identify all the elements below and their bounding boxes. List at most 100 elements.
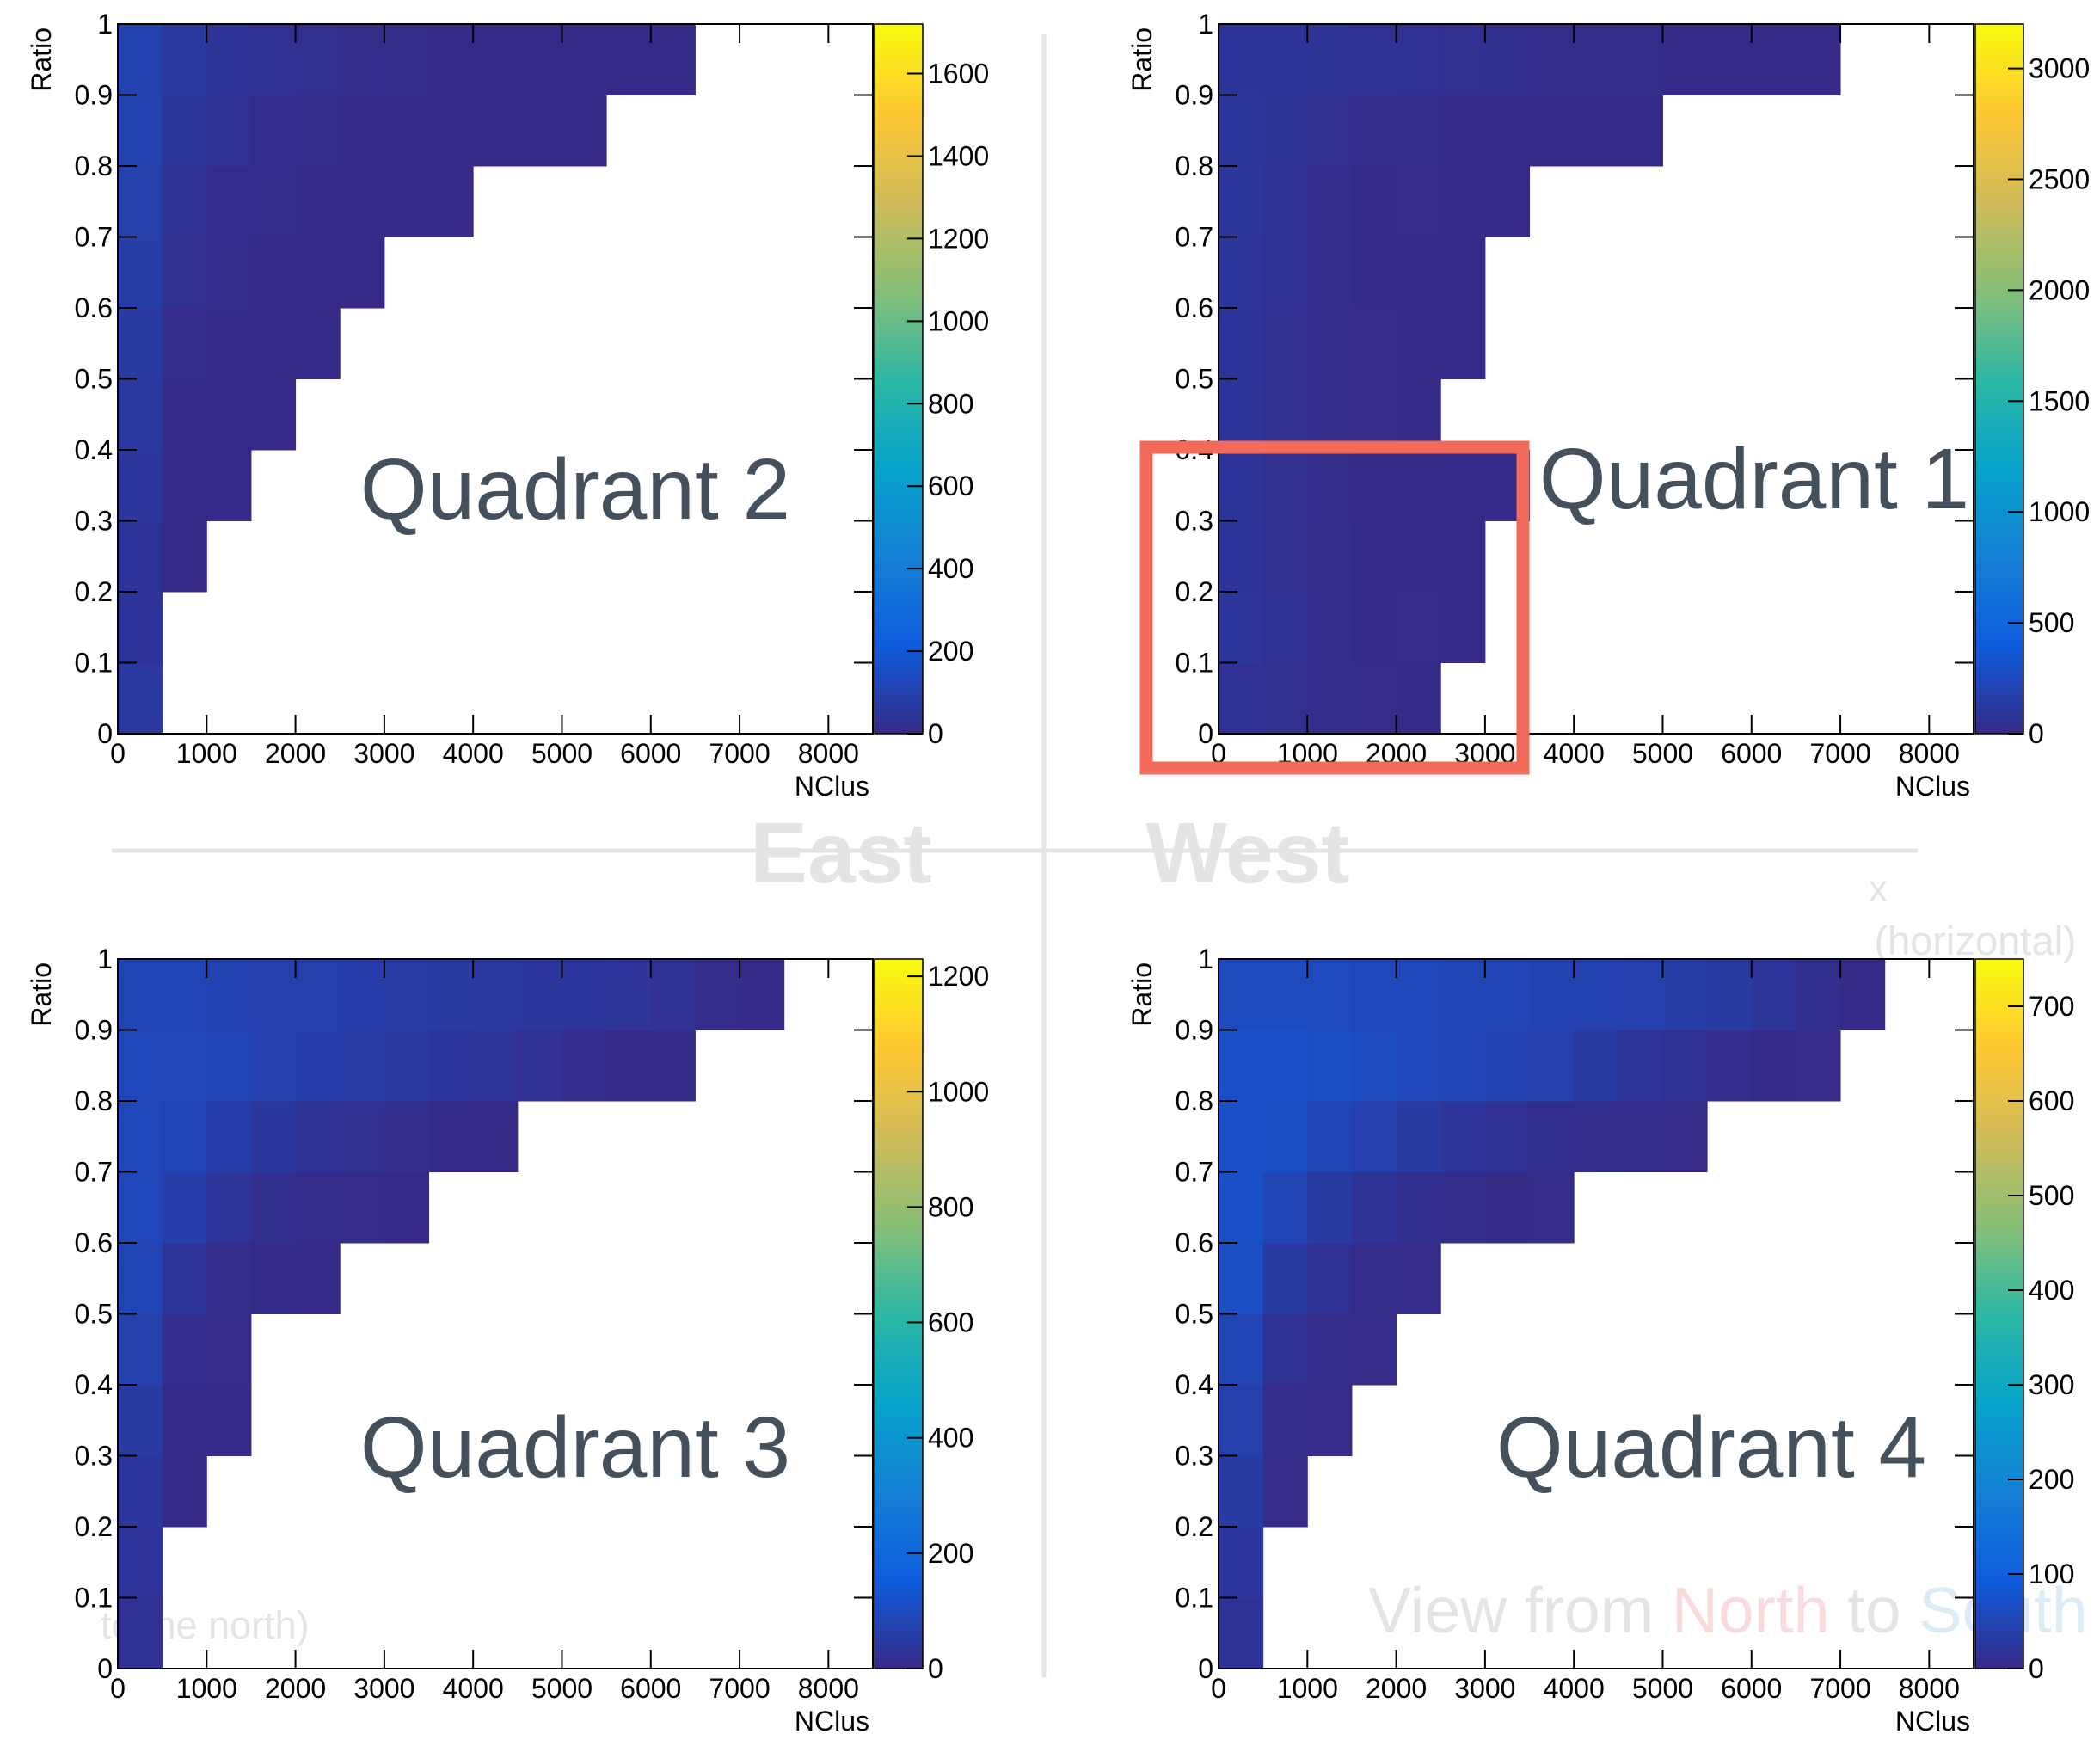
heatmap-cell <box>340 1101 385 1172</box>
colorbar-tick-label: 100 <box>2029 1559 2074 1589</box>
heatmap-cell <box>384 959 430 1030</box>
heatmap-cell <box>1307 95 1353 167</box>
y-tick-label: 0.2 <box>75 576 113 607</box>
y-tick-label: 0.3 <box>75 506 113 537</box>
heatmap-cell <box>206 378 252 451</box>
bg-label: North <box>1672 1574 1829 1646</box>
heatmap-cell <box>1484 959 1531 1030</box>
heatmap-cell <box>295 1171 341 1244</box>
heatmap-cell <box>1618 24 1663 95</box>
y-tick-label: 0.7 <box>75 1157 113 1188</box>
y-tick-label: 0.4 <box>75 434 113 465</box>
y-tick-label: 1 <box>97 9 113 40</box>
quadrant-label: Quadrant 4 <box>1496 1399 1926 1496</box>
heatmap-cell <box>118 378 163 451</box>
heatmap-cell <box>1707 1030 1753 1102</box>
heatmap-cell <box>1351 166 1397 237</box>
heatmap-cell <box>1219 1527 1264 1598</box>
heatmap-cell <box>1796 1030 1841 1102</box>
heatmap-cell <box>162 450 207 521</box>
colorbar-tick-label: 200 <box>2029 1464 2074 1495</box>
heatmap-cell <box>1219 592 1264 663</box>
heatmap-cell <box>118 1385 163 1456</box>
heatmap-cell <box>1219 1597 1264 1669</box>
quadrant-label: Quadrant 2 <box>360 441 790 538</box>
heatmap-cell <box>206 95 252 167</box>
x-tick-label: 8000 <box>798 738 859 769</box>
heatmap-cell <box>1307 592 1353 663</box>
panel: 0 1000 2000 3000 4000 5000 6000 7000 800000.10.2… <box>1127 944 2074 1737</box>
colorbar-tick-label: 2500 <box>2029 163 2090 194</box>
heatmap-cell <box>428 166 474 237</box>
x-tick-label: 8000 <box>798 1673 859 1704</box>
heatmap-cell <box>384 1171 430 1244</box>
x-tick-label: 1000 <box>176 1673 237 1704</box>
y-tick-label: 0.6 <box>75 1227 113 1258</box>
heatmap-cell <box>1396 166 1441 237</box>
heatmap-cell <box>162 166 207 237</box>
colorbar-tick-label: 600 <box>928 470 973 501</box>
heatmap-cell <box>1219 1385 1264 1456</box>
y-tick-label: 0.1 <box>75 648 113 679</box>
heatmap-cell <box>428 1030 474 1102</box>
heatmap-cell <box>1219 95 1264 167</box>
heatmap-cell <box>1529 1171 1575 1244</box>
heatmap-cell <box>1262 166 1308 237</box>
y-tick-label: 0.8 <box>1176 1085 1213 1116</box>
y-tick-label: 1 <box>1198 9 1213 40</box>
heatmap-cell <box>1396 592 1441 663</box>
heatmap-cell <box>1662 1030 1708 1102</box>
heatmap-cell <box>1574 959 1619 1030</box>
heatmap-cell <box>517 1030 562 1102</box>
heatmap-cell <box>1529 24 1575 95</box>
heatmap-cell <box>1484 166 1531 237</box>
colorbar-tick-label: 600 <box>2029 1085 2074 1116</box>
x-tick-label: 0 <box>110 738 126 769</box>
heatmap-cell <box>1796 959 1841 1030</box>
heatmap-cell <box>562 24 607 95</box>
heatmap-cell <box>1351 592 1397 663</box>
heatmap-cell <box>1219 166 1264 237</box>
x-tick-label: 3000 <box>353 1673 414 1704</box>
heatmap-cell <box>1307 1385 1353 1456</box>
quadrant-label: Quadrant 3 <box>360 1399 790 1496</box>
heatmap-cell <box>1307 1101 1353 1172</box>
heatmap-cell <box>250 308 297 379</box>
heatmap-cell <box>118 520 163 593</box>
heatmap-cell <box>517 959 562 1030</box>
y-tick-label: 0.5 <box>75 1299 113 1330</box>
heatmap-cell <box>473 959 519 1030</box>
heatmap-cell <box>340 1030 385 1102</box>
colorbar-tick-label: 200 <box>928 1538 973 1569</box>
heatmap-cell <box>650 1030 696 1102</box>
colorbar-tick-label: 400 <box>928 1423 973 1454</box>
heatmap-cell <box>250 24 297 95</box>
heatmap-cell <box>340 959 385 1030</box>
x-tick-label: 1000 <box>1277 1673 1338 1704</box>
heatmap-cell <box>1262 378 1308 451</box>
colorbar-tick-label: 400 <box>928 553 973 584</box>
heatmap-cell <box>206 1030 252 1102</box>
heatmap-cell <box>1262 450 1308 521</box>
panel: 0 1000 2000 3000 4000 5000 6000 7000 800000.10.2… <box>1127 9 2090 802</box>
heatmap-cell <box>562 959 607 1030</box>
heatmap-cell <box>1219 520 1264 593</box>
y-tick-label: 0.7 <box>75 222 113 253</box>
y-tick-label: 0.1 <box>1176 648 1213 679</box>
y-tick-label: 0.2 <box>75 1511 113 1542</box>
heatmap-cell <box>1396 662 1441 735</box>
x-tick-label: 4000 <box>443 738 504 769</box>
heatmap-cell <box>1351 959 1397 1030</box>
heatmap-cell <box>1396 24 1441 95</box>
heatmap-cell <box>162 378 207 451</box>
heatmap-cell <box>428 1101 474 1172</box>
heatmap-cell <box>1840 959 1886 1030</box>
heatmap-cell <box>1219 1101 1264 1172</box>
heatmap-cell <box>473 24 519 95</box>
heatmap-cell <box>162 1313 207 1386</box>
heatmap-cell <box>1484 24 1531 95</box>
heatmap-cell <box>1574 24 1619 95</box>
y-tick-label: 0 <box>1198 1653 1213 1684</box>
heatmap-cell <box>1574 1101 1619 1172</box>
